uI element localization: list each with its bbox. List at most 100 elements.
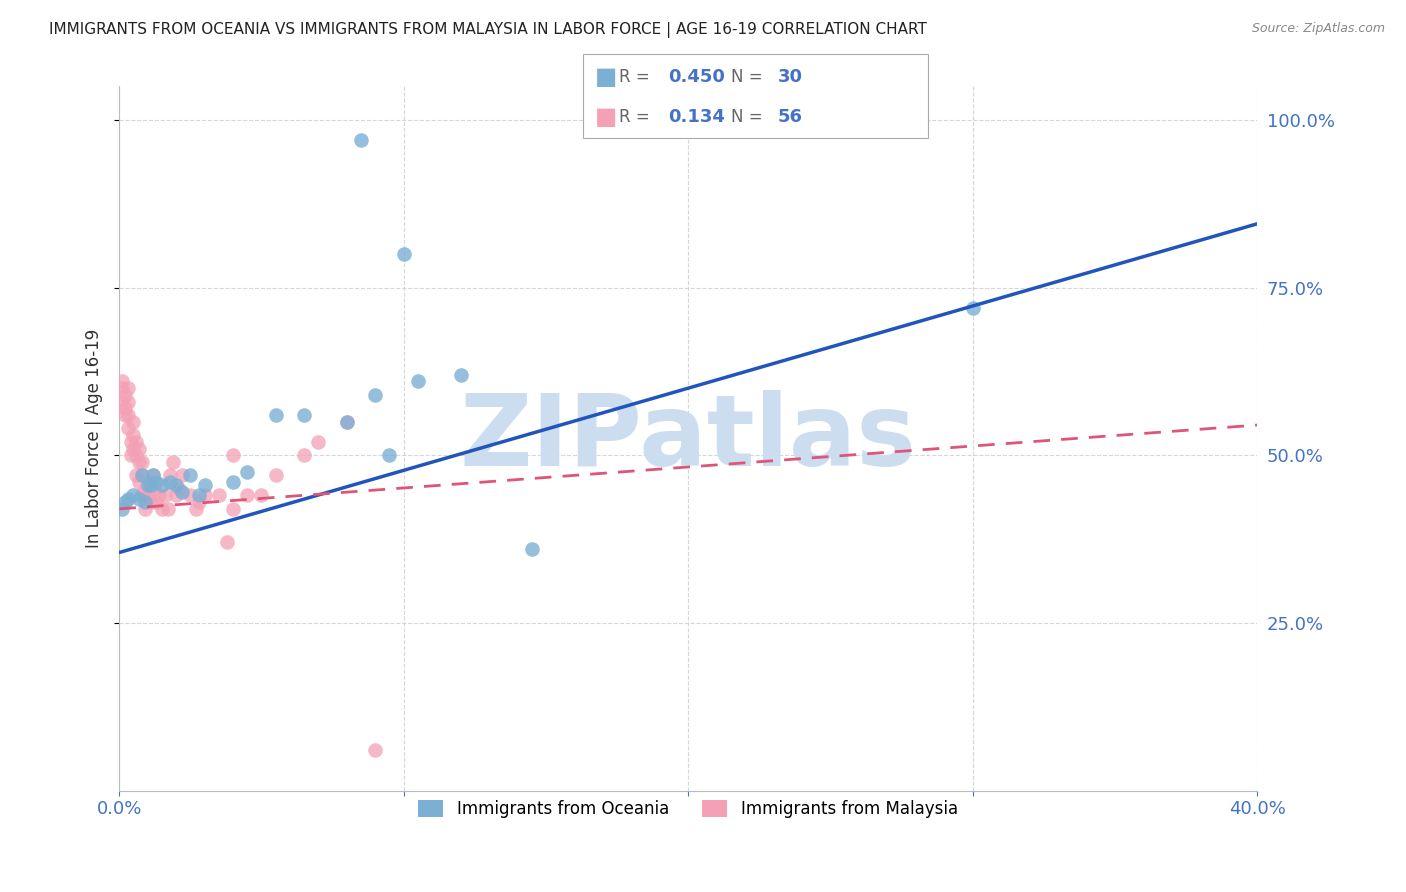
Point bbox=[150, 478, 173, 492]
Point bbox=[134, 495, 156, 509]
Point bbox=[139, 495, 162, 509]
Point bbox=[142, 468, 165, 483]
Point bbox=[125, 468, 148, 483]
Point bbox=[217, 535, 239, 549]
Point bbox=[307, 434, 329, 449]
Point bbox=[128, 442, 150, 456]
Text: 30: 30 bbox=[778, 69, 803, 87]
Point bbox=[222, 502, 245, 516]
Text: Source: ZipAtlas.com: Source: ZipAtlas.com bbox=[1251, 22, 1385, 36]
Point bbox=[336, 415, 359, 429]
Point bbox=[194, 488, 217, 502]
Point bbox=[145, 475, 167, 489]
Point bbox=[134, 482, 156, 496]
Point bbox=[222, 475, 245, 489]
Point bbox=[250, 488, 273, 502]
Point bbox=[162, 455, 184, 469]
Point bbox=[236, 465, 259, 479]
Point bbox=[364, 743, 387, 757]
Point bbox=[159, 468, 181, 483]
Point bbox=[165, 478, 187, 492]
Point bbox=[170, 485, 193, 500]
Point bbox=[350, 133, 373, 147]
Point bbox=[187, 495, 209, 509]
Point bbox=[122, 488, 145, 502]
Point bbox=[184, 502, 207, 516]
Point bbox=[165, 488, 187, 502]
Point bbox=[156, 502, 179, 516]
Point bbox=[122, 415, 145, 429]
Point bbox=[114, 388, 136, 402]
Text: IMMIGRANTS FROM OCEANIA VS IMMIGRANTS FROM MALAYSIA IN LABOR FORCE | AGE 16-19 C: IMMIGRANTS FROM OCEANIA VS IMMIGRANTS FR… bbox=[49, 22, 927, 38]
Text: 0.134: 0.134 bbox=[668, 108, 724, 126]
Point bbox=[145, 495, 167, 509]
Point bbox=[136, 478, 159, 492]
Point bbox=[131, 455, 153, 469]
Point bbox=[194, 478, 217, 492]
Point bbox=[131, 468, 153, 483]
Point bbox=[962, 301, 984, 315]
Point bbox=[142, 468, 165, 483]
Text: ■: ■ bbox=[595, 65, 617, 89]
Point bbox=[111, 394, 134, 409]
Point bbox=[117, 394, 139, 409]
Point bbox=[122, 428, 145, 442]
Point bbox=[170, 468, 193, 483]
Point bbox=[122, 442, 145, 456]
Point bbox=[187, 488, 209, 502]
Text: 56: 56 bbox=[778, 108, 803, 126]
Point bbox=[167, 482, 190, 496]
Point bbox=[128, 491, 150, 506]
Point bbox=[179, 488, 201, 502]
Point bbox=[114, 408, 136, 422]
Point bbox=[150, 502, 173, 516]
Point bbox=[142, 482, 165, 496]
Point bbox=[222, 448, 245, 462]
Point bbox=[264, 408, 287, 422]
Point bbox=[179, 468, 201, 483]
Point bbox=[136, 488, 159, 502]
Y-axis label: In Labor Force | Age 16-19: In Labor Force | Age 16-19 bbox=[86, 329, 103, 548]
Point bbox=[117, 408, 139, 422]
Point bbox=[159, 475, 181, 489]
Point bbox=[128, 455, 150, 469]
Point bbox=[114, 401, 136, 416]
Text: N =: N = bbox=[731, 69, 768, 87]
Point bbox=[139, 478, 162, 492]
Point bbox=[120, 448, 142, 462]
Point bbox=[292, 408, 315, 422]
Point bbox=[520, 542, 543, 557]
Point bbox=[264, 468, 287, 483]
Point bbox=[208, 488, 231, 502]
Point bbox=[111, 381, 134, 395]
Point bbox=[111, 502, 134, 516]
Text: 0.450: 0.450 bbox=[668, 69, 724, 87]
Point bbox=[131, 468, 153, 483]
Point bbox=[392, 247, 415, 261]
Point bbox=[111, 375, 134, 389]
Point bbox=[117, 381, 139, 395]
Point bbox=[131, 488, 153, 502]
Point bbox=[120, 434, 142, 449]
Point bbox=[128, 475, 150, 489]
Point bbox=[364, 388, 387, 402]
Point bbox=[125, 434, 148, 449]
Point bbox=[125, 448, 148, 462]
Text: N =: N = bbox=[731, 108, 768, 126]
Text: ■: ■ bbox=[595, 105, 617, 129]
Point bbox=[136, 475, 159, 489]
Point bbox=[236, 488, 259, 502]
Point bbox=[378, 448, 401, 462]
Point bbox=[117, 491, 139, 506]
Point bbox=[148, 488, 170, 502]
Text: R =: R = bbox=[619, 69, 655, 87]
Legend: Immigrants from Oceania, Immigrants from Malaysia: Immigrants from Oceania, Immigrants from… bbox=[412, 793, 965, 824]
Point bbox=[134, 502, 156, 516]
Point bbox=[114, 495, 136, 509]
Point bbox=[406, 375, 429, 389]
Point bbox=[153, 488, 176, 502]
Point bbox=[117, 421, 139, 435]
Point bbox=[292, 448, 315, 462]
Text: ZIPatlas: ZIPatlas bbox=[460, 390, 917, 487]
Text: R =: R = bbox=[619, 108, 659, 126]
